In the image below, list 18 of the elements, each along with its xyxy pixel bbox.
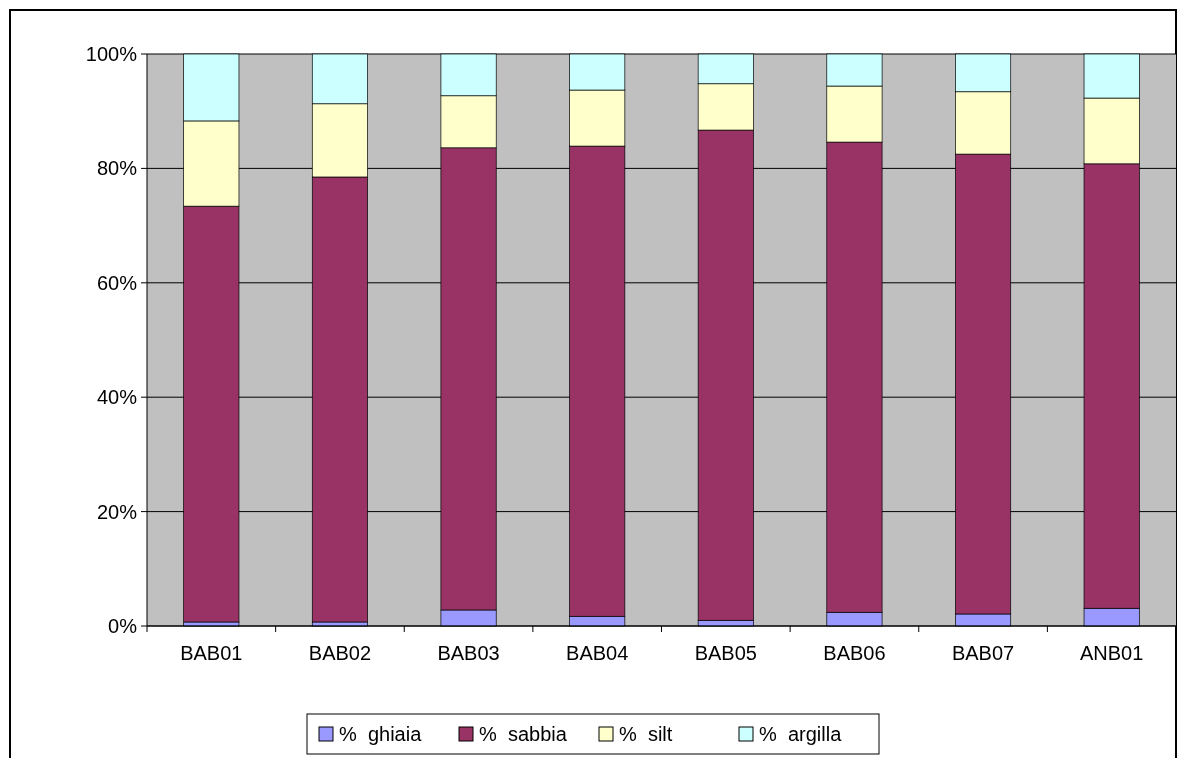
legend-label: % sabbia [479, 723, 568, 745]
y-tick-label: 80% [96, 157, 138, 180]
x-tick-label: ANB01 [1080, 642, 1144, 664]
x-tick-label: BAB03 [437, 642, 500, 664]
x-tick-label: BAB01 [180, 642, 243, 664]
y-tick-label: 60% [96, 271, 138, 294]
x-tick-label: BAB04 [566, 642, 629, 664]
x-tick-label: BAB02 [308, 642, 372, 664]
x-tick-label: BAB06 [823, 642, 886, 664]
y-tick-label: 100% [85, 43, 138, 65]
legend-label: % silt [619, 723, 673, 745]
x-tick-label: BAB05 [694, 642, 757, 664]
x-tick-label: BAB07 [951, 642, 1015, 664]
legend-label: % ghiaia [339, 723, 423, 745]
legend-label: % argilla [759, 723, 843, 745]
y-tick-label: 40% [96, 386, 138, 409]
y-tick-label: 0% [108, 615, 138, 637]
y-tick-label: 20% [96, 500, 138, 523]
